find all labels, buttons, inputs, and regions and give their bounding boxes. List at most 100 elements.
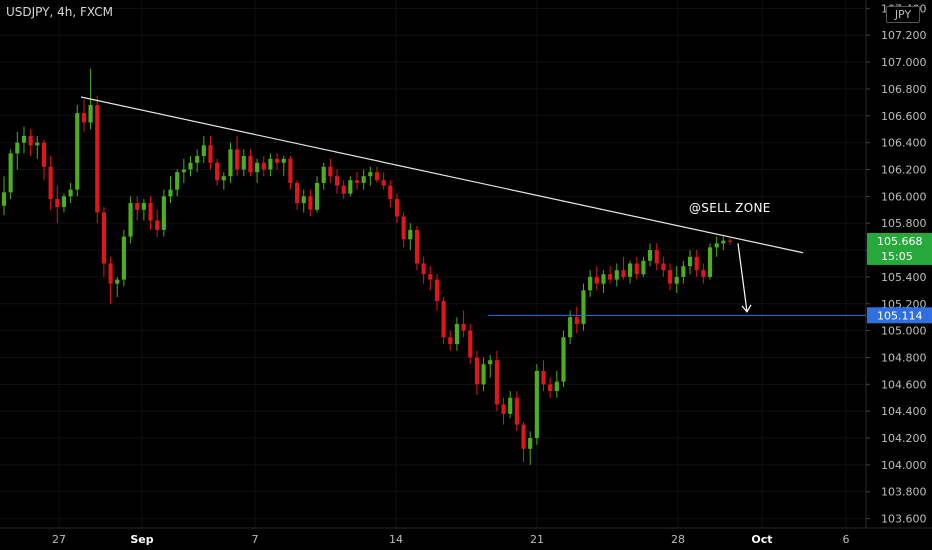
candle-body <box>481 364 486 385</box>
level-price-badge: 105.114 <box>867 307 932 324</box>
candle-body <box>534 370 539 439</box>
candle-body <box>601 274 606 284</box>
current-price-label: 105.668 <box>877 235 923 248</box>
candle-body <box>95 105 100 213</box>
candle-body <box>514 397 519 425</box>
candle-body <box>528 438 533 449</box>
candle-body <box>55 199 60 208</box>
candle-body <box>28 135 33 146</box>
down-arrow-icon <box>737 243 752 313</box>
x-tick-label: 28 <box>671 533 685 546</box>
price-badge-bg <box>867 232 932 265</box>
candle-body <box>608 274 613 280</box>
candle-body <box>548 384 553 392</box>
candle-body <box>248 156 253 173</box>
candle-body <box>328 166 333 177</box>
candle-body <box>75 113 80 190</box>
candle-body <box>441 301 446 338</box>
price-axis[interactable]: 107.400107.200107.000106.800106.600106.4… <box>866 2 927 526</box>
candle-body <box>588 276 593 291</box>
candle-body <box>501 404 506 414</box>
candle-body <box>348 180 353 194</box>
y-tick-label: 103.600 <box>881 513 927 526</box>
candle-body <box>188 162 193 170</box>
trend-line[interactable] <box>80 96 804 254</box>
candle-body <box>208 145 213 163</box>
y-tick-label: 105.000 <box>881 325 927 338</box>
candle-body <box>261 162 266 170</box>
y-tick-label: 107.200 <box>881 29 927 42</box>
candle-body <box>521 424 526 449</box>
candle-body <box>101 212 106 264</box>
level-price-label: 105.114 <box>877 309 923 322</box>
candle-body <box>408 229 413 240</box>
candle-body <box>8 153 13 193</box>
candle-body <box>721 240 726 244</box>
candle-body <box>128 203 133 237</box>
candle-body <box>541 370 546 385</box>
candle-body <box>241 156 246 170</box>
candle-body <box>155 220 160 230</box>
candle-body <box>361 176 366 183</box>
candle-body <box>667 270 673 284</box>
x-tick-label: 7 <box>252 533 259 546</box>
candle-body <box>15 142 20 154</box>
candle-body <box>168 189 173 197</box>
candle-body <box>135 203 140 210</box>
candle-body <box>314 182 320 210</box>
y-tick-label: 106.200 <box>881 163 927 176</box>
candle-body <box>48 166 53 200</box>
candle-body <box>674 276 679 284</box>
candle-body <box>554 381 559 392</box>
candle-body <box>707 247 713 277</box>
candle-body <box>374 172 380 181</box>
candle-body <box>148 203 153 221</box>
candle-body <box>614 270 619 280</box>
y-tick-label: 105.800 <box>881 217 927 230</box>
y-tick-label: 104.600 <box>881 378 927 391</box>
y-tick-label: 104.200 <box>881 432 927 445</box>
candle-body <box>301 196 306 204</box>
candle-body <box>108 263 113 284</box>
candle-body <box>628 263 633 277</box>
x-tick-label: 27 <box>52 533 66 546</box>
candle-body <box>281 158 286 163</box>
candle-body <box>594 276 599 284</box>
candle-body <box>68 189 73 197</box>
candle-body <box>354 180 360 183</box>
candle-body <box>448 337 453 345</box>
level-badge-bg <box>867 307 932 324</box>
arrow-head <box>741 304 752 313</box>
candle-body <box>434 279 440 302</box>
candle-body <box>634 263 639 275</box>
candle-body <box>574 317 579 324</box>
grid <box>0 0 866 528</box>
time-axis[interactable]: 27 Sep 7 14 21 28 Oct 6 <box>52 533 850 546</box>
candle-body <box>115 279 120 284</box>
candle-body <box>474 357 479 385</box>
candle-body <box>308 196 313 210</box>
y-tick-label: 107.000 <box>881 56 927 69</box>
candles <box>1 68 733 465</box>
candle-body <box>35 142 40 146</box>
candle-body <box>121 236 126 280</box>
candle-body <box>508 397 513 414</box>
candle-body <box>468 330 473 358</box>
candle-body <box>88 105 93 123</box>
y-tick-label: 104.800 <box>881 351 927 364</box>
y-tick-label: 106.400 <box>881 137 927 150</box>
candle-body <box>221 176 226 181</box>
candle-body <box>41 142 47 167</box>
x-tick-label: 21 <box>530 533 544 546</box>
candle-body <box>388 185 393 200</box>
candle-body <box>1 192 7 206</box>
candle-body <box>181 169 186 173</box>
candle-body <box>294 182 300 204</box>
x-tick-label: Oct <box>751 533 772 546</box>
candle-body <box>381 180 386 186</box>
candle-body <box>488 360 493 365</box>
currency-badge[interactable]: JPY <box>886 6 920 23</box>
candle-body <box>235 149 240 170</box>
candle-body <box>421 263 426 275</box>
